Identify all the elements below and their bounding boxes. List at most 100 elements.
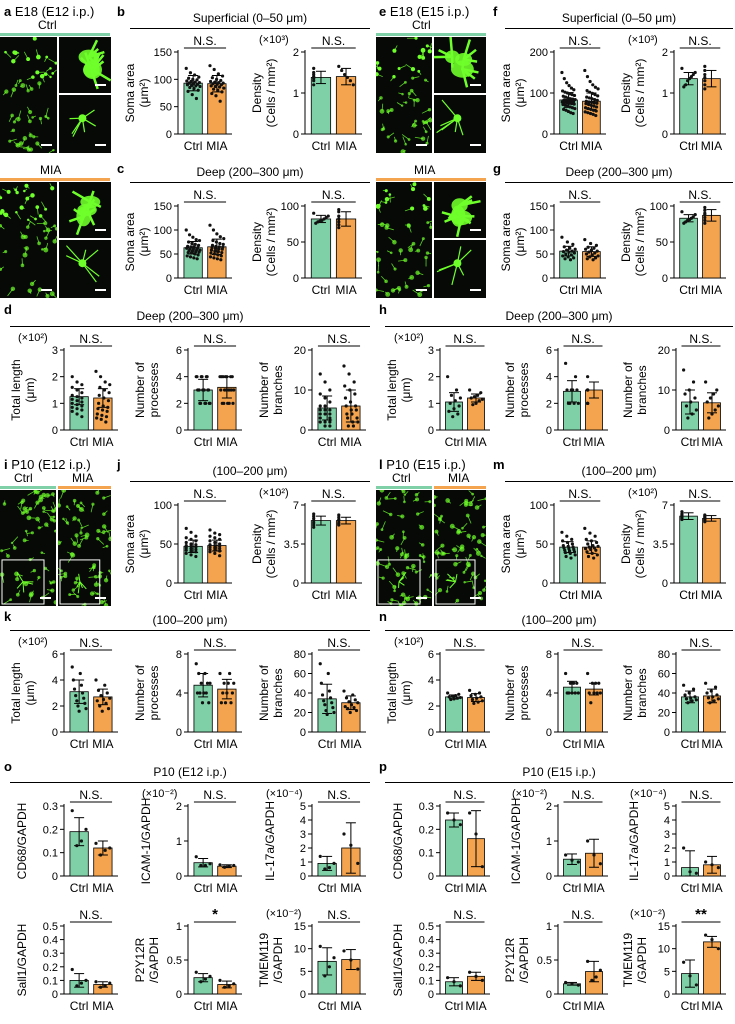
y-tick-label: 10 [658,944,670,956]
x-tick-label: MIA [206,139,227,153]
data-point [452,980,456,984]
panel-c-letter: c [117,161,125,176]
panel-h-letter: h [379,302,387,317]
data-point [194,84,198,88]
data-point [199,980,203,984]
micrograph-image [434,240,486,298]
data-point [596,87,600,91]
data-point [202,388,206,392]
y-tick-label: 3.5 [653,539,668,551]
data-point [590,100,594,105]
data-point [477,399,481,403]
data-point [337,515,341,519]
data-point [584,252,589,256]
data-point [572,93,577,98]
data-point [348,400,353,404]
data-point [689,696,693,700]
data-point [232,863,236,868]
y-axis-label: Sall1/GAPDH [15,924,29,997]
data-point [446,976,450,980]
x-tick-label: MIA [206,588,227,602]
data-point [449,393,454,397]
x-tick-label: Ctrl [194,881,213,895]
y-axis-label: Total length [9,662,23,723]
y-axis-label: Soma area [123,63,137,122]
data-point [479,695,483,699]
data-point [197,250,201,254]
data-point [596,94,600,98]
y-tick-label: 100 [650,201,668,213]
data-point [456,412,460,416]
data-point [323,703,327,707]
y-axis-label: (Cells / mm²) [633,208,647,277]
micrograph-e-mia-zoom-soma [434,182,486,238]
data-point [694,698,698,702]
data-point [588,255,592,259]
data-point [231,401,235,405]
data-point [458,396,462,400]
data-point [70,665,74,669]
y-tick-label: 200 [530,47,548,59]
data-point [208,401,212,405]
data-point [458,695,462,700]
panel-m-title: (100–200 μm) [581,464,657,478]
y-tick-label: 0.1 [43,848,58,860]
significance-label: N.S. [571,332,594,346]
data-point [195,257,199,261]
data-point [592,556,596,560]
y-tick-label: 0 [546,425,552,437]
data-point [197,388,201,392]
data-point [477,691,482,695]
data-point [222,681,226,685]
chart-n-processes: Number of processes 0 4 8 Ctrl MIA N.S. [503,636,608,751]
x-tick-label: Ctrl [563,737,582,751]
data-point [569,86,574,90]
data-point [200,375,204,379]
data-point [682,960,686,964]
y-axis-label: (Cells / mm²) [633,59,647,128]
x-tick-label: Ctrl [445,435,464,449]
data-point [80,415,84,419]
data-point [103,683,107,687]
significance-label: N.S. [193,487,216,501]
data-point [356,967,360,971]
y-tick-label: 0 [176,871,182,883]
y-tick-label: 0 [300,989,306,1001]
y-tick-label: 1 [546,921,552,933]
significance-label: N.S. [453,908,476,922]
data-point [82,696,86,700]
panel-c-rule [130,182,370,183]
data-point [593,93,597,97]
data-point [184,551,188,555]
data-point [214,77,219,81]
data-point [318,420,322,424]
data-point [686,79,690,83]
data-point [352,706,356,710]
data-point [94,678,98,682]
panel-j-letter: j [117,457,121,472]
data-point [208,255,213,259]
data-point [323,974,327,978]
micrograph-a-mia-overview [0,182,57,298]
data-point [328,420,332,424]
y-tick-label: 1 [300,857,306,869]
data-point [570,537,574,541]
data-point [208,543,212,547]
data-point [682,683,686,687]
x-tick-label: MIA [92,435,113,449]
data-point [468,811,472,815]
data-point [345,412,349,416]
data-point [452,407,456,411]
data-point [80,383,84,387]
y-tick-label: 10 [658,385,670,397]
data-point [691,72,695,77]
data-point [588,111,593,116]
data-point [323,408,327,412]
data-point [337,217,341,221]
data-point [703,205,707,210]
data-point [337,220,341,224]
micrograph-image [0,490,56,606]
data-point [594,105,599,109]
x-tick-label: MIA [465,999,486,1013]
